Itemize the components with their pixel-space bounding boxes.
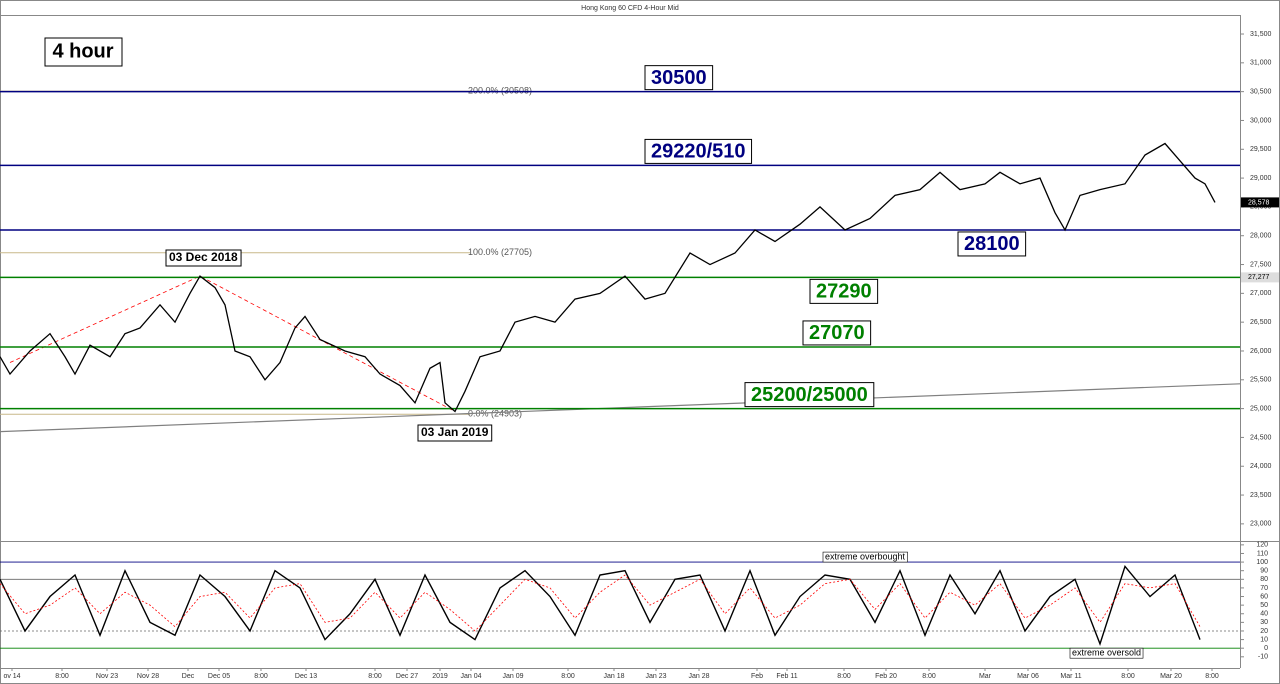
x-tick-label: Jan 28	[688, 673, 709, 680]
fib-label: 200.0% (30508)	[468, 86, 532, 96]
annotation: extreme oversold	[1072, 648, 1141, 658]
y-tick-label: 25,500	[1250, 377, 1272, 384]
level-label-box	[644, 138, 753, 164]
x-tick-label: Jan 09	[502, 673, 523, 680]
y-tick-label: 26,000	[1250, 348, 1272, 355]
y-tick-label: 0	[1264, 645, 1268, 652]
annotation: 03 Dec 2018	[169, 250, 238, 264]
level-label: 30500	[651, 67, 707, 89]
y-tick-label: 26,500	[1250, 319, 1272, 326]
y-tick-label: 25,000	[1250, 405, 1272, 412]
annotation: 03 Jan 2019	[421, 425, 489, 439]
x-tick-label: 8:00	[561, 673, 575, 680]
y-tick-label: 20	[1260, 628, 1268, 635]
x-tick-label: 8:00	[1121, 673, 1135, 680]
y-tick-label: 50	[1260, 602, 1268, 609]
x-tick-label: Dec 05	[208, 673, 230, 680]
level-label: 27070	[809, 322, 865, 344]
y-tick-label: 24,000	[1250, 463, 1272, 470]
y-tick-label: 10	[1260, 636, 1268, 643]
x-tick-label: Feb 11	[776, 673, 797, 680]
y-tick-label: 40	[1260, 611, 1268, 618]
x-tick-label: Jan 18	[603, 673, 624, 680]
chart-title: Hong Kong 60 CFD 4-Hour Mid	[581, 5, 679, 12]
y-tick-label: 100	[1256, 559, 1268, 566]
x-tick-label: Jan 23	[645, 673, 666, 680]
x-tick-label: 8:00	[1205, 673, 1219, 680]
x-tick-label: 2019	[432, 673, 448, 680]
price-line	[0, 142, 1216, 413]
y-tick-label: 30	[1260, 619, 1268, 626]
x-tick-label: 8:00	[922, 673, 936, 680]
price-label-box	[1241, 272, 1279, 283]
x-tick-label: 8:00	[368, 673, 382, 680]
level-label-box	[957, 231, 1027, 257]
y-tick-label: 30,000	[1250, 117, 1272, 124]
x-tick-label: 8:00	[55, 673, 69, 680]
level-label: 28100	[964, 233, 1020, 255]
x-tick-label: 8:00	[254, 673, 268, 680]
fib-label: 0.0% (24903)	[468, 409, 522, 419]
y-tick-label: 27,500	[1250, 261, 1272, 268]
zigzag	[9, 275, 456, 412]
x-tick-label: Mar 06	[1017, 673, 1039, 680]
trendline	[0, 383, 1241, 433]
y-tick-label: 60	[1260, 593, 1268, 600]
y-tick-label: 110	[1257, 550, 1268, 557]
level-label-box	[802, 320, 872, 346]
y-tick-label: 24,500	[1250, 434, 1272, 441]
x-tick-label: Mar 20	[1160, 673, 1182, 680]
y-tick-label: 31,000	[1250, 60, 1272, 67]
annotation-box	[165, 249, 242, 267]
price-label: 27,277	[1248, 274, 1270, 281]
annotation-box	[1069, 647, 1144, 659]
x-tick-label: Mar 11	[1060, 673, 1081, 680]
x-tick-label: Mar	[979, 673, 992, 680]
level-label-box	[809, 278, 879, 304]
level-label: 27290	[816, 281, 872, 303]
y-tick-label: 70	[1260, 585, 1268, 592]
x-tick-label: Dec	[182, 673, 195, 680]
level-label-box	[744, 382, 875, 408]
y-tick-label: 29,500	[1250, 146, 1272, 153]
x-tick-label: 8:00	[837, 673, 851, 680]
y-tick-label: 80	[1260, 576, 1268, 583]
x-tick-label: Dec 27	[396, 673, 418, 680]
y-tick-label: 23,500	[1250, 492, 1272, 499]
level-label: 25200/25000	[751, 384, 868, 406]
level-label-box	[644, 65, 714, 91]
x-tick-label: Feb 20	[875, 673, 897, 680]
price-label: 28,578	[1248, 199, 1270, 206]
x-tick-label: Dec 13	[295, 673, 317, 680]
y-tick-label: 28,000	[1250, 233, 1272, 240]
y-tick-label: 30,500	[1250, 88, 1272, 95]
y-tick-label: 120	[1256, 542, 1268, 549]
y-tick-label: -10	[1258, 654, 1268, 661]
annotation-box	[822, 551, 908, 563]
price-label-box	[1241, 197, 1279, 208]
oscillator-line	[0, 574, 1201, 632]
y-tick-label: 31,500	[1250, 31, 1272, 38]
x-tick-label: Nov 23	[96, 673, 118, 680]
y-tick-label: 29,000	[1250, 175, 1272, 182]
fib-label: 100.0% (27705)	[468, 247, 532, 257]
level-label: 29220/510	[651, 141, 746, 163]
timeframe-box	[44, 37, 123, 67]
x-tick-label: Jan 04	[460, 673, 481, 680]
y-tick-label: 23,000	[1250, 521, 1272, 528]
x-tick-label: ov 14	[3, 673, 20, 680]
annotation: extreme overbought	[825, 551, 906, 561]
timeframe: 4 hour	[52, 40, 113, 62]
x-tick-label: Feb	[751, 673, 763, 680]
annotation-box	[417, 424, 493, 442]
y-tick-label: 90	[1260, 568, 1268, 575]
oscillator-line	[0, 564, 1201, 646]
y-tick-label: 27,000	[1250, 290, 1272, 297]
x-tick-label: Nov 28	[137, 673, 159, 680]
